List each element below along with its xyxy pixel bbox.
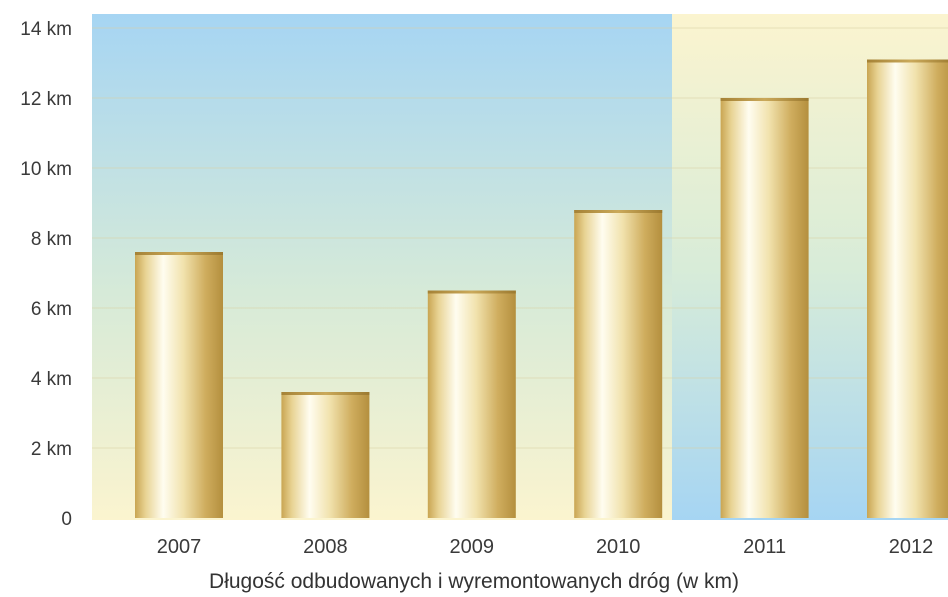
- bar-2010: [574, 210, 663, 518]
- bar-top-edge: [574, 210, 663, 213]
- bar-2009: [427, 290, 516, 518]
- x-category-label: 2012: [889, 536, 934, 558]
- bar-top-edge: [427, 290, 516, 294]
- y-tick-label: 8 km: [31, 229, 72, 250]
- bar-body: [281, 392, 370, 518]
- bar-body: [720, 98, 809, 518]
- x-category-label: 2008: [303, 536, 348, 558]
- x-category-label: 2011: [743, 536, 786, 558]
- bar-2011: [720, 98, 809, 518]
- x-category-label: 2009: [450, 536, 495, 558]
- bar-body: [867, 59, 948, 518]
- bar-body: [574, 210, 663, 518]
- bar-top-edge: [867, 59, 948, 63]
- bar-top-edge: [135, 252, 223, 255]
- y-axis-tick-labels: 0 2 km 4 km 6 km 8 km 10 km 12 km 14 km: [20, 19, 72, 530]
- bar-2012: [867, 59, 948, 518]
- bar-2008: [281, 392, 370, 518]
- bars: [135, 59, 948, 518]
- x-axis-title: Długość odbudowanych i wyremontowanych d…: [209, 570, 739, 593]
- bar-2007: [135, 252, 223, 518]
- bar-top-edge: [720, 98, 809, 101]
- y-tick-label: 10 km: [20, 159, 72, 180]
- x-axis-category-labels: 2007 2008 2009 2010 2011 2012: [157, 536, 934, 558]
- bar-body: [427, 290, 516, 518]
- bar-body: [135, 252, 223, 518]
- bar-top-edge: [281, 392, 370, 395]
- x-category-label: 2010: [596, 536, 641, 558]
- y-tick-label: 4 km: [31, 369, 72, 390]
- y-tick-label: 12 km: [20, 89, 72, 110]
- y-tick-label: 2 km: [31, 439, 72, 460]
- y-tick-label: 14 km: [20, 19, 72, 40]
- y-tick-label: 0: [61, 509, 72, 530]
- x-category-label: 2007: [157, 536, 202, 558]
- y-tick-label: 6 km: [31, 299, 72, 320]
